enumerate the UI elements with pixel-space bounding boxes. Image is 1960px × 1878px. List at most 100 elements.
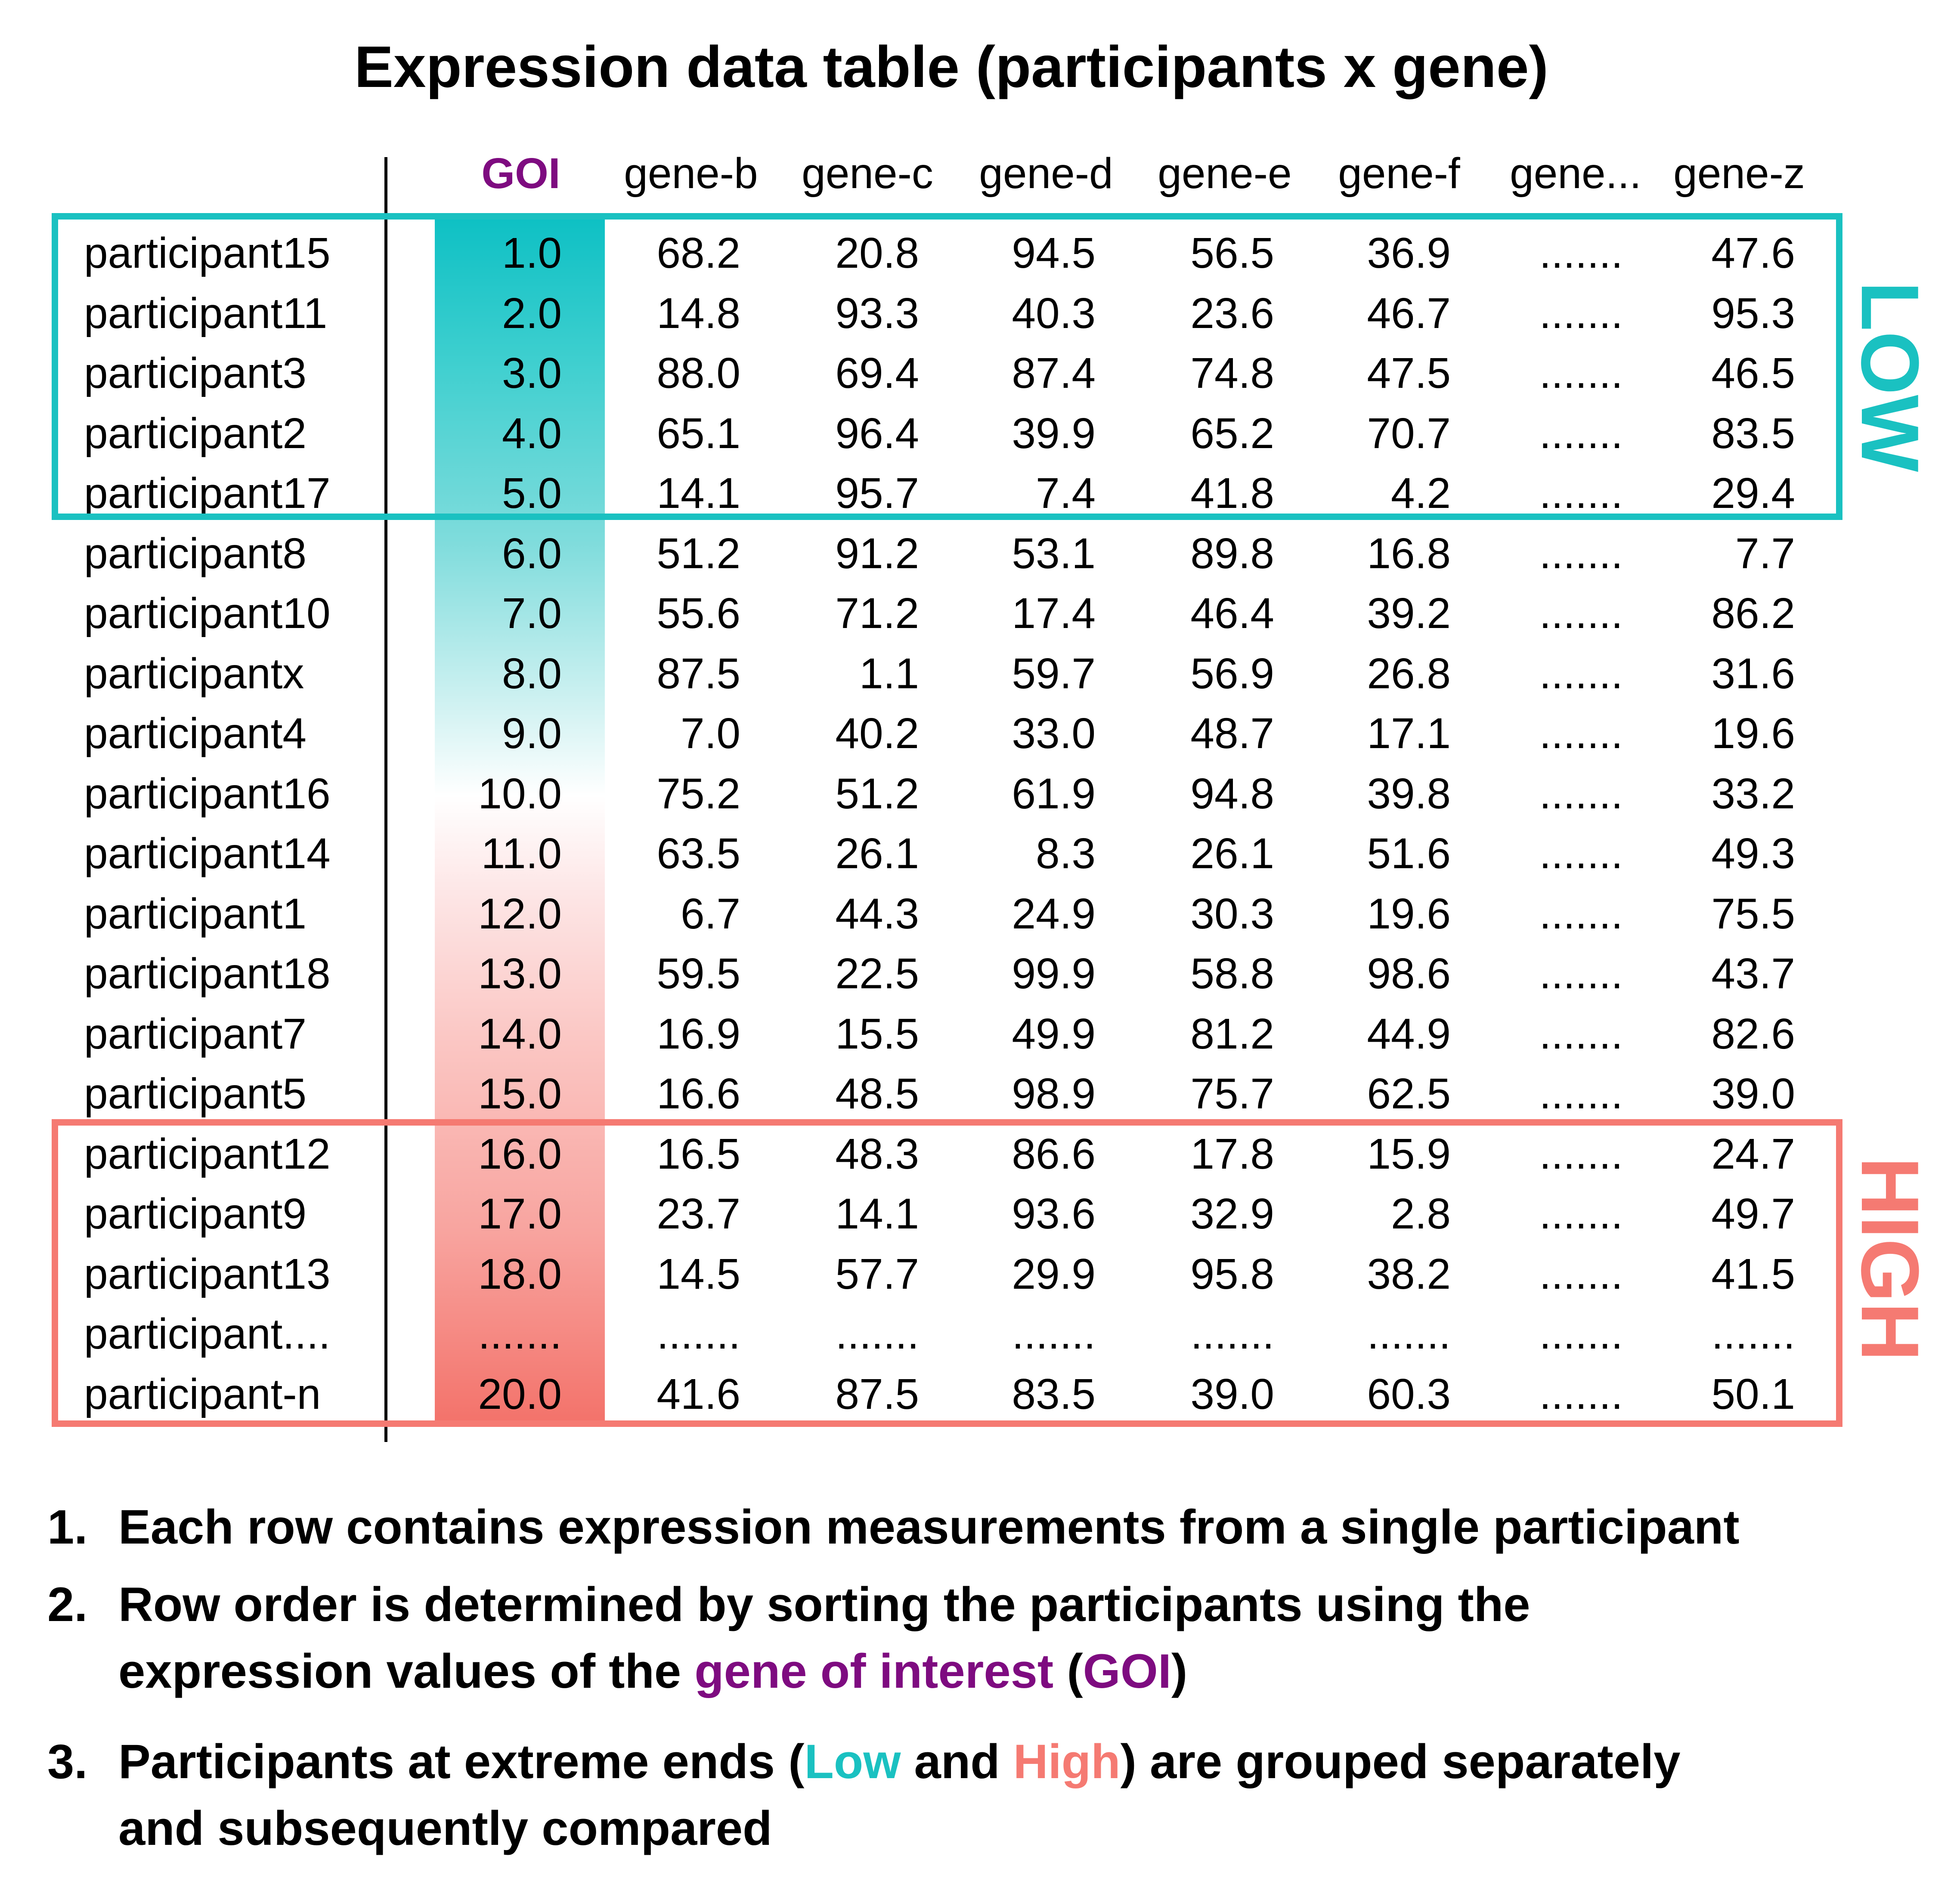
table-cell: 62.5 bbox=[1367, 1070, 1451, 1118]
table-cell: 16.9 bbox=[656, 1010, 740, 1058]
participant-label: participant10 bbox=[84, 589, 331, 637]
table-cell: 32.9 bbox=[1190, 1190, 1274, 1238]
column-header-gene-f: gene-f bbox=[1338, 149, 1460, 198]
table-cell: 94.8 bbox=[1190, 770, 1274, 818]
note-2-paren-open: ( bbox=[1053, 1644, 1083, 1698]
table-cell: ....... bbox=[1190, 1310, 1274, 1358]
goi-value-cell: 14.0 bbox=[478, 1010, 562, 1058]
table-cell: ....... bbox=[1012, 1310, 1096, 1358]
table-cell: 36.9 bbox=[1367, 229, 1451, 277]
table-cell: ....... bbox=[1711, 1310, 1795, 1358]
goi-value-cell: 9.0 bbox=[502, 709, 562, 758]
goi-value-cell: 10.0 bbox=[478, 770, 562, 818]
table-row: participant11 2.0 14.8 93.3 40.3 23.6 46.7....… bbox=[0, 283, 1851, 343]
table-cell: 40.2 bbox=[835, 709, 919, 758]
table-cell: 14.1 bbox=[656, 469, 740, 517]
table-cell: ....... bbox=[1539, 829, 1623, 878]
note-1-text: Each row contains expression measurement… bbox=[118, 1500, 1740, 1554]
participant-label: participant16 bbox=[84, 770, 331, 818]
table-cell: 16.6 bbox=[656, 1070, 740, 1118]
table-cell: 24.9 bbox=[1012, 890, 1096, 938]
table-cell: 41.5 bbox=[1711, 1250, 1795, 1298]
table-cell: 75.2 bbox=[656, 770, 740, 818]
note-2-goi: GOI bbox=[1083, 1644, 1171, 1698]
note-3-line2: and subsequently compared bbox=[118, 1801, 772, 1855]
note-3-low: Low bbox=[804, 1735, 901, 1788]
table-cell: ....... bbox=[1539, 650, 1623, 698]
participant-label: participant14 bbox=[84, 829, 331, 878]
participant-label: participant2 bbox=[84, 409, 307, 458]
column-header-gene: gene... bbox=[1510, 149, 1641, 198]
table-cell: 81.2 bbox=[1190, 1010, 1274, 1058]
table-cell: 14.5 bbox=[656, 1250, 740, 1298]
table-cell: 59.5 bbox=[656, 950, 740, 998]
table-cell: 65.1 bbox=[656, 409, 740, 458]
participant-label: participant15 bbox=[84, 229, 331, 277]
goi-value-cell: 17.0 bbox=[478, 1190, 562, 1238]
note-3-line1-post: ) are grouped separately bbox=[1120, 1735, 1681, 1788]
table-cell: 39.0 bbox=[1711, 1070, 1795, 1118]
participant-label: participant12 bbox=[84, 1130, 331, 1178]
table-row: participant4 9.0 7.0 40.2 33.0 48.7 17.1......… bbox=[0, 703, 1851, 764]
table-cell: 44.3 bbox=[835, 890, 919, 938]
table-cell: ....... bbox=[1539, 349, 1623, 397]
table-cell: ....... bbox=[1539, 409, 1623, 458]
table-cell: 26.8 bbox=[1367, 650, 1451, 698]
goi-value-cell: 4.0 bbox=[502, 409, 562, 458]
table-cell: 16.5 bbox=[656, 1130, 740, 1178]
goi-value-cell: 12.0 bbox=[478, 890, 562, 938]
table-cell: 96.4 bbox=[835, 409, 919, 458]
table-cell: 56.9 bbox=[1190, 650, 1274, 698]
table-cell: 99.9 bbox=[1012, 950, 1096, 998]
figure-title: Expression data table (participants x ge… bbox=[354, 34, 1548, 99]
low-group-label: LOW bbox=[1844, 281, 1935, 472]
table-cell: 39.8 bbox=[1367, 770, 1451, 818]
table-cell: 22.5 bbox=[835, 950, 919, 998]
table-cell: 95.3 bbox=[1711, 289, 1795, 337]
table-cell: 39.2 bbox=[1367, 589, 1451, 637]
table-row: participant10 7.0 55.6 71.2 17.4 46.4 39.2....… bbox=[0, 583, 1851, 644]
column-header-gene-e: gene-e bbox=[1158, 149, 1292, 198]
table-cell: ....... bbox=[1539, 469, 1623, 517]
table-cell: 88.0 bbox=[656, 349, 740, 397]
note-3-line1-pre: Participants at extreme ends ( bbox=[118, 1735, 805, 1788]
note-2-gene-of-interest: gene of interest bbox=[694, 1644, 1054, 1698]
table-cell: ....... bbox=[1539, 589, 1623, 637]
table-cell: 17.8 bbox=[1190, 1130, 1274, 1178]
table-cell: 49.3 bbox=[1711, 829, 1795, 878]
table-cell: ....... bbox=[1539, 229, 1623, 277]
table-row: participant7 14.0 16.9 15.5 49.9 81.2 44.9....… bbox=[0, 1004, 1851, 1064]
table-cell: 46.5 bbox=[1711, 349, 1795, 397]
table-cell: 30.3 bbox=[1190, 890, 1274, 938]
note-3-high: High bbox=[1013, 1735, 1121, 1788]
note-1: 1. Each row contains expression measureme… bbox=[47, 1494, 1740, 1560]
table-cell: 69.4 bbox=[835, 349, 919, 397]
table-cell: 48.7 bbox=[1190, 709, 1274, 758]
note-3: 3. Participants at extreme ends (Low and … bbox=[47, 1728, 1681, 1862]
goi-value-cell: 15.0 bbox=[478, 1070, 562, 1118]
note-2-line2-pre: expression values of the bbox=[118, 1644, 695, 1698]
table-cell: 24.7 bbox=[1711, 1130, 1795, 1178]
goi-value-cell: 3.0 bbox=[502, 349, 562, 397]
table-cell: 33.0 bbox=[1012, 709, 1096, 758]
participant-label: participant4 bbox=[84, 709, 307, 758]
table-cell: 47.6 bbox=[1711, 229, 1795, 277]
table-cell: 59.7 bbox=[1012, 650, 1096, 698]
table-cell: 33.2 bbox=[1711, 770, 1795, 818]
table-cell: ....... bbox=[835, 1310, 919, 1358]
table-cell: 98.9 bbox=[1012, 1070, 1096, 1118]
note-2-paren-close: ) bbox=[1171, 1644, 1188, 1698]
column-header-gene-b: gene-b bbox=[624, 149, 758, 198]
goi-value-cell: 18.0 bbox=[478, 1250, 562, 1298]
column-header-goi: GOI bbox=[481, 149, 560, 198]
column-header-gene-z: gene-z bbox=[1673, 149, 1805, 198]
table-cell: 41.6 bbox=[656, 1370, 740, 1418]
goi-value-cell: 8.0 bbox=[502, 650, 562, 698]
table-cell: 15.9 bbox=[1367, 1130, 1451, 1178]
table-cell: 83.5 bbox=[1012, 1370, 1096, 1418]
table-row: participant8 6.0 51.2 91.2 53.1 89.8 16.8.....… bbox=[0, 523, 1851, 584]
table-cell: 58.8 bbox=[1190, 950, 1274, 998]
table-cell: 94.5 bbox=[1012, 229, 1096, 277]
table-cell: 93.3 bbox=[835, 289, 919, 337]
table-cell: 87.4 bbox=[1012, 349, 1096, 397]
